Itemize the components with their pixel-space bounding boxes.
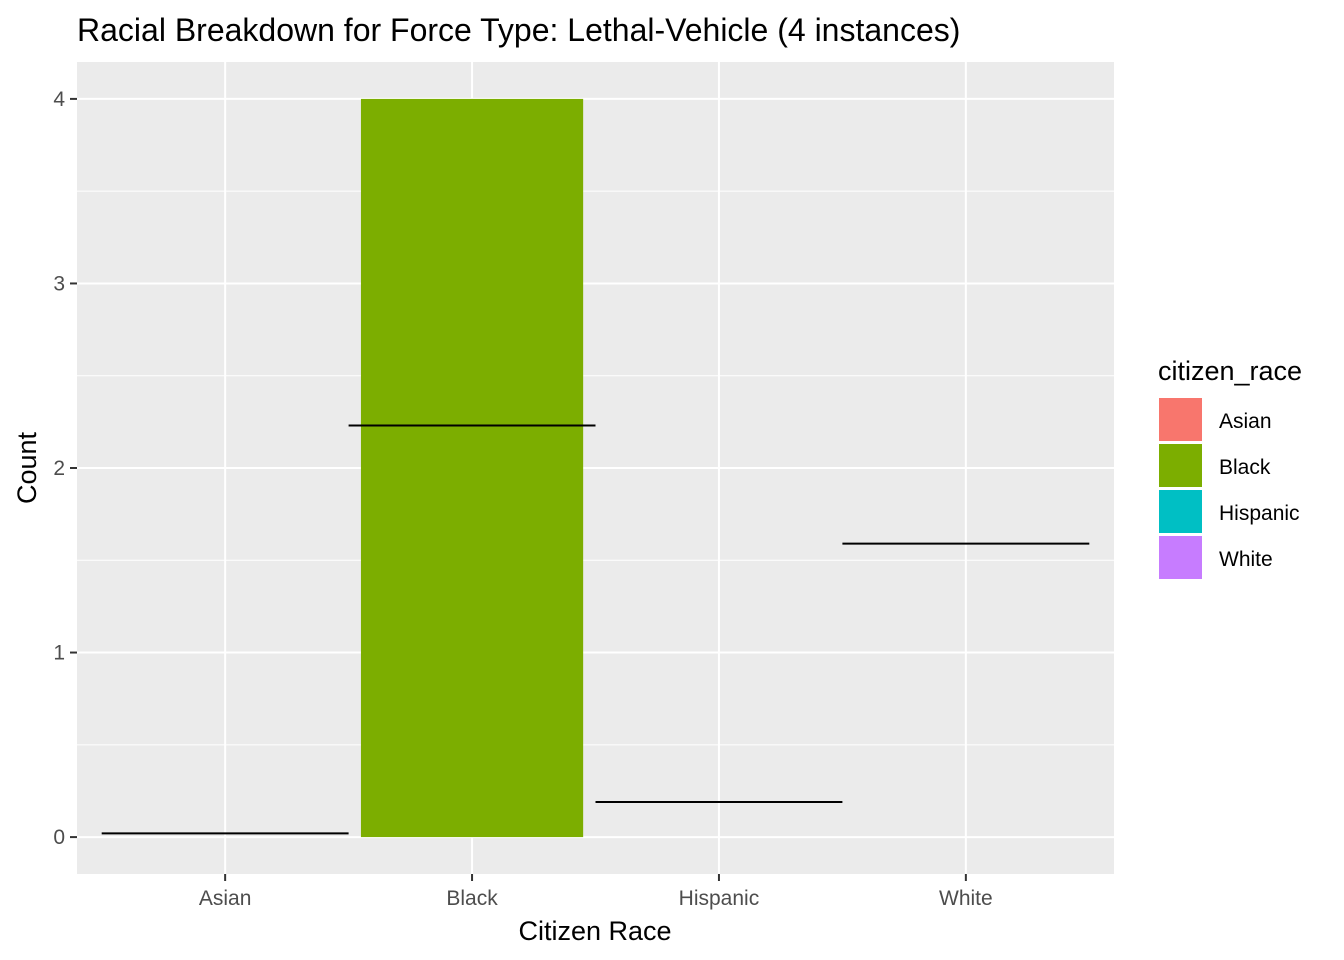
legend: citizen_race Asian Black Hispanic White	[1158, 356, 1302, 579]
legend-label-black: Black	[1219, 456, 1271, 479]
legend-title: citizen_race	[1158, 356, 1302, 386]
y-tick-label: 0	[53, 826, 65, 849]
bars	[360, 98, 584, 838]
legend-key-hispanic	[1159, 490, 1202, 533]
reference-lines	[101, 424, 1090, 835]
legend-key-white	[1159, 536, 1202, 579]
legend-label-hispanic: Hispanic	[1219, 502, 1300, 525]
y-tick-label: 1	[53, 642, 65, 665]
x-axis: Asian Black Hispanic White	[199, 874, 993, 910]
y-tick-label: 4	[53, 88, 65, 111]
x-tick-label: Hispanic	[679, 887, 760, 910]
x-tick-label: Asian	[199, 887, 252, 910]
bar-black	[360, 98, 584, 838]
x-tick-label: Black	[446, 887, 498, 910]
x-tick-label: White	[939, 887, 993, 910]
legend-key-black	[1159, 444, 1202, 487]
chart-title: Racial Breakdown for Force Type: Lethal-…	[77, 12, 960, 48]
y-axis: 0 1 2 3 4	[53, 88, 77, 849]
minor-gridlines	[77, 190, 1114, 746]
x-axis-title: Citizen Race	[518, 916, 671, 946]
y-tick-label: 2	[53, 457, 65, 480]
y-axis-title: Count	[12, 431, 42, 504]
legend-key-asian	[1159, 398, 1202, 441]
legend-label-white: White	[1219, 548, 1273, 571]
legend-label-asian: Asian	[1219, 410, 1272, 433]
y-tick-label: 3	[53, 272, 65, 295]
